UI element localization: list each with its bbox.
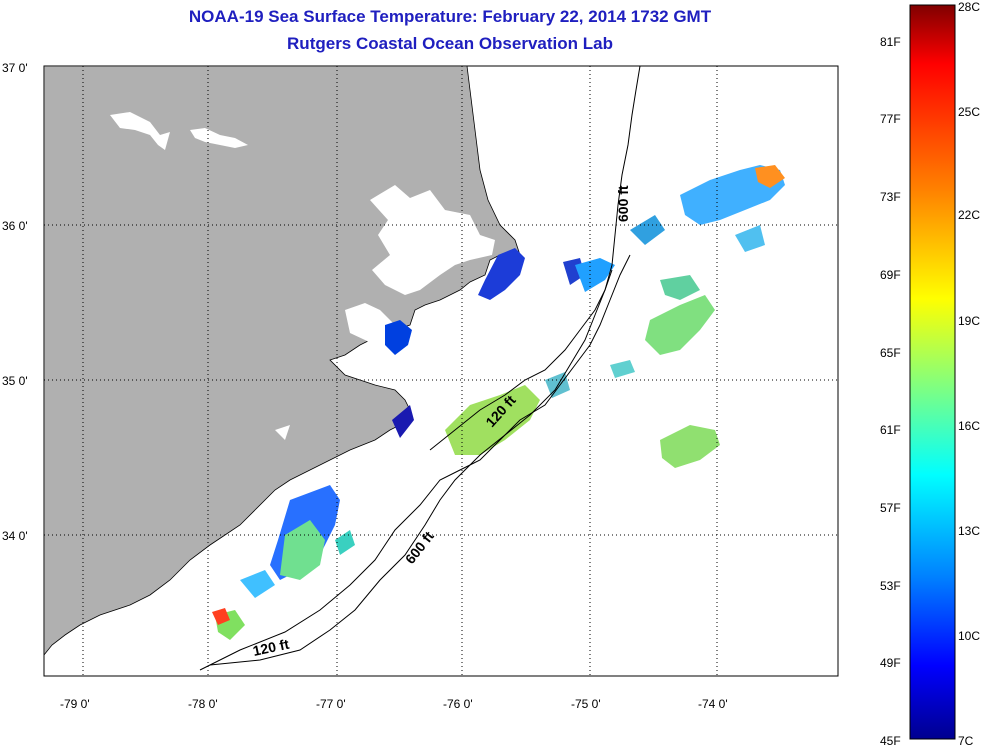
fahrenheit-label: 61F — [880, 423, 901, 437]
fahrenheit-label: 81F — [880, 35, 901, 49]
lon-tick-label: -75 0' — [571, 697, 601, 711]
lon-axis: -79 0' -78 0' -77 0' -76 0' -75 0' -74 0… — [60, 697, 728, 711]
celsius-label: 28C — [958, 0, 980, 14]
contour-120ft — [199, 254, 631, 671]
fahrenheit-label: 73F — [880, 190, 901, 204]
lon-tick-label: -74 0' — [698, 697, 728, 711]
colorbar-fahrenheit-labels: 81F 77F 73F 69F 65F 61F 57F 53F 49F 45F — [880, 35, 901, 748]
celsius-label: 25C — [958, 105, 980, 119]
celsius-label: 19C — [958, 314, 980, 328]
contour-600ft — [209, 65, 641, 666]
fahrenheit-label: 77F — [880, 112, 901, 126]
sound-water — [370, 185, 495, 295]
lon-tick-label: -79 0' — [60, 697, 90, 711]
lon-tick-label: -77 0' — [316, 697, 346, 711]
colorbar — [909, 4, 956, 740]
lat-tick-label: 36 0' — [2, 219, 28, 233]
fahrenheit-label: 57F — [880, 501, 901, 515]
fahrenheit-label: 65F — [880, 346, 901, 360]
lon-tick-label: -76 0' — [443, 697, 473, 711]
graticule — [44, 66, 838, 676]
lat-tick-label: 34 0' — [2, 529, 28, 543]
lat-axis: 37 0' 36 0' 35 0' 34 0' — [2, 61, 28, 543]
fahrenheit-label: 45F — [880, 734, 901, 748]
celsius-label: 16C — [958, 419, 980, 433]
contour-label: 120 ft — [251, 636, 290, 659]
fahrenheit-label: 53F — [880, 579, 901, 593]
celsius-label: 13C — [958, 524, 980, 538]
lon-tick-label: -78 0' — [188, 697, 218, 711]
map-title: NOAA-19 Sea Surface Temperature: Februar… — [188, 7, 712, 26]
contour-120ft — [429, 269, 613, 451]
fahrenheit-label: 49F — [880, 656, 901, 670]
inland-water — [275, 425, 290, 440]
colorbar-celsius-labels: 28C 25C 22C 19C 16C 13C 10C 7C — [958, 0, 980, 748]
celsius-label: 10C — [958, 629, 980, 643]
lat-tick-label: 35 0' — [2, 374, 28, 388]
map-subtitle: Rutgers Coastal Ocean Observation Lab — [287, 34, 613, 53]
sst-patches — [212, 165, 785, 640]
contour-label: 600 ft — [615, 185, 631, 222]
inland-water — [190, 128, 248, 148]
lat-tick-label: 37 0' — [2, 61, 28, 75]
celsius-label: 22C — [958, 208, 980, 222]
inland-water — [110, 112, 170, 150]
celsius-label: 7C — [958, 734, 974, 748]
fahrenheit-label: 69F — [880, 268, 901, 282]
